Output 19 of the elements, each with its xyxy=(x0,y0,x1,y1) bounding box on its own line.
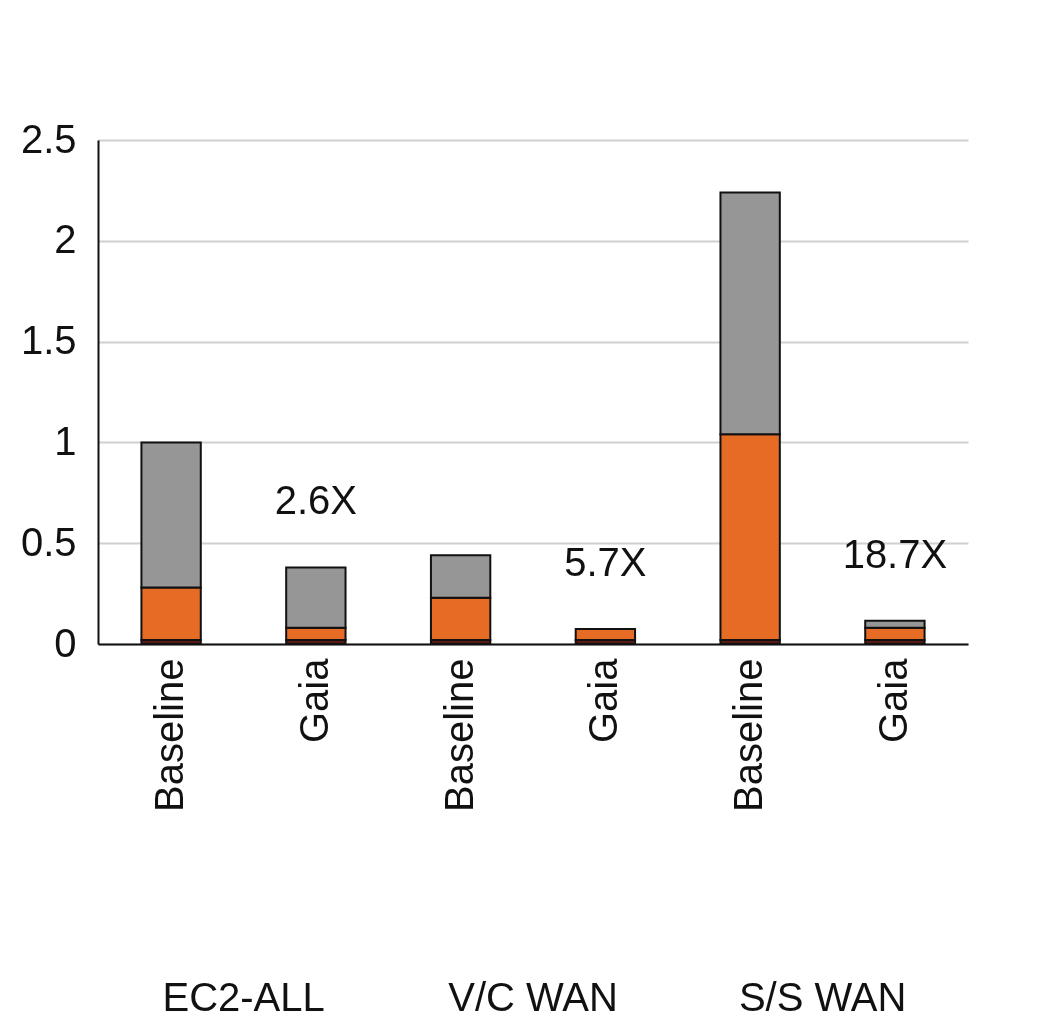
bar xyxy=(574,627,637,641)
y-tick-label: 0 xyxy=(54,620,77,665)
y-tick-label: 2 xyxy=(54,217,77,262)
text: S/S WAN xyxy=(738,975,907,1019)
annotation: 18.7X xyxy=(842,531,948,576)
x-tick-label: Baseline xyxy=(147,658,192,812)
text: EC2-ALL xyxy=(162,975,325,1019)
annotation: 5.7X xyxy=(564,539,647,584)
y-tick-label: 1 xyxy=(54,418,77,463)
y-tick-label: 0.5 xyxy=(20,519,77,564)
x-tick-label: Baseline xyxy=(726,658,771,812)
x-tick-label: Gaia xyxy=(581,657,626,743)
x-tick-label: Baseline xyxy=(436,658,481,812)
y-tick-label: 2.5 xyxy=(20,116,77,161)
x-tick-label: Gaia xyxy=(291,657,336,743)
text: V/C WAN xyxy=(448,975,618,1019)
y-tick-label: 1.5 xyxy=(20,318,77,363)
x-tick-label: Gaia xyxy=(870,657,915,743)
annotation: 2.6X xyxy=(274,478,358,523)
